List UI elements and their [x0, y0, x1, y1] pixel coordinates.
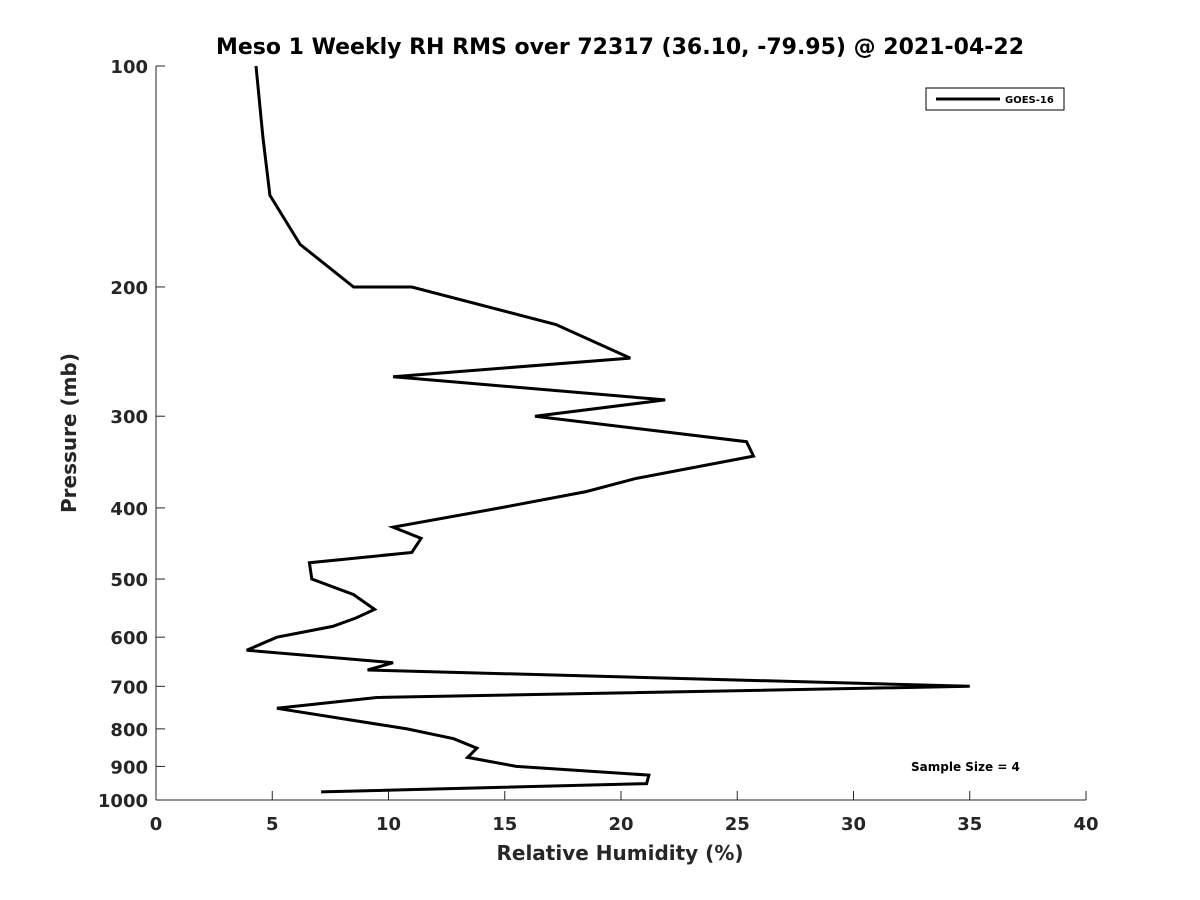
y-tick-label: 700 [110, 677, 148, 698]
y-tick-label: 900 [110, 757, 148, 778]
x-tick-label: 0 [150, 814, 163, 835]
x-tick-label: 25 [725, 814, 750, 835]
y-tick-label: 300 [110, 407, 148, 428]
legend-label: GOES-16 [1005, 95, 1054, 106]
x-tick-label: 20 [608, 814, 633, 835]
x-tick-label: 10 [376, 814, 401, 835]
sample-size-annotation: Sample Size = 4 [911, 760, 1020, 774]
y-tick-label: 600 [110, 628, 148, 649]
x-tick-label: 30 [841, 814, 866, 835]
y-tick-label: 400 [110, 499, 148, 520]
legend: GOES-16 [925, 87, 1065, 111]
plot-area: 0 5 10 15 20 25 30 35 40 100 200 300 400 500 600 700 80… [98, 57, 1099, 835]
y-tick-label: 500 [110, 570, 148, 591]
x-tick-group: 0 5 10 15 20 25 30 35 40 [150, 791, 1099, 835]
y-tick-label: 800 [110, 720, 148, 741]
y-tick-group: 100 200 300 400 500 600 700 800 900 1000 [98, 57, 165, 812]
x-tick-label: 5 [266, 814, 279, 835]
series-line-goes-16 [246, 65, 970, 794]
x-tick-label: 35 [957, 814, 982, 835]
y-tick-label: 1000 [98, 791, 148, 812]
y-tick-label: 200 [110, 278, 148, 299]
y-axis-label: Pressure (mb) [57, 353, 81, 513]
x-tick-label: 15 [492, 814, 517, 835]
x-axis-label: Relative Humidity (%) [496, 841, 743, 865]
y-tick-label: 100 [110, 57, 148, 78]
x-tick-label: 40 [1073, 814, 1098, 835]
chart-title: Meso 1 Weekly RH RMS over 72317 (36.10, … [216, 35, 1024, 60]
